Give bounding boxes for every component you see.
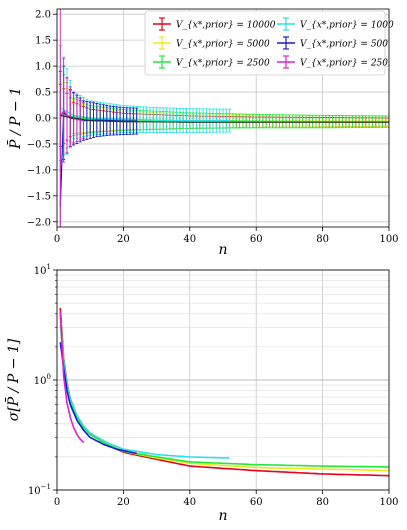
top-x-tick-label: 100 <box>379 234 398 245</box>
top-series <box>58 66 389 162</box>
bottom-series-line <box>59 324 230 459</box>
bottom-panel: 0 20 40 60 80 100 101 100 10−1 n σ[P̄ / P − 1] <box>4 263 398 524</box>
top-series <box>58 83 389 147</box>
top-series <box>58 76 389 150</box>
bottom-y-tick-label: 100 <box>34 373 51 387</box>
top-legend: V_{x*,prior} = 10000 V_{x*,prior} = 1000 V… <box>144 10 394 76</box>
top-x-tick-label: 20 <box>117 234 130 245</box>
top-series-group <box>58 9 389 227</box>
top-x-tick-label: 80 <box>316 234 329 245</box>
top-y-tick-label: −1.5 <box>27 191 51 202</box>
bottom-y-tick-label: 101 <box>34 263 51 277</box>
top-y-axis-label: P̄ / P − 1 <box>6 87 24 150</box>
bottom-series-group <box>59 308 389 477</box>
legend-box <box>144 10 386 76</box>
bottom-x-tick-label: 100 <box>379 497 398 508</box>
bottom-y-tick-label: 10−1 <box>28 483 51 497</box>
bottom-series-line <box>59 316 389 468</box>
top-series-line <box>59 111 137 207</box>
top-y-tick-label: 2.0 <box>35 10 51 21</box>
top-y-tick-label: 1.5 <box>35 36 51 47</box>
top-panel: 0 20 40 60 80 100 −2.0 −1.5 −1.0 −0.5 0.0 0.5 1.0 1.… <box>6 8 399 258</box>
legend-label: V_{x*,prior} = 500 <box>300 40 388 50</box>
bottom-y-axis-label: σ[P̄ / P − 1] <box>4 338 22 421</box>
bottom-x-tick-label: 80 <box>316 497 329 508</box>
top-y-tick-label: 0.5 <box>35 88 51 99</box>
bottom-x-tick-label: 60 <box>250 497 263 508</box>
bottom-x-axis-label: n <box>218 508 227 524</box>
bottom-x-tick-label: 40 <box>183 497 196 508</box>
legend-label: V_{x*,prior} = 5000 <box>176 40 270 50</box>
bottom-x-ticks: 0 20 40 60 80 100 <box>54 490 399 508</box>
top-y-tick-label: −1.0 <box>27 165 51 176</box>
top-x-tick-label: 0 <box>54 234 60 245</box>
bottom-series-line <box>59 342 137 455</box>
top-y-tick-label: −2.0 <box>27 217 51 228</box>
legend-label: V_{x*,prior} = 10000 <box>176 21 276 31</box>
top-y-tick-label: 0.0 <box>35 114 51 125</box>
bottom-x-tick-label: 20 <box>117 497 130 508</box>
bottom-gridlines <box>56 269 390 491</box>
legend-label: V_{x*,prior} = 1000 <box>300 21 394 31</box>
top-y-tick-label: −0.5 <box>27 139 51 150</box>
top-y-tick-label: 1.0 <box>35 62 51 73</box>
top-mean-line <box>60 114 389 123</box>
top-y-ticks: −2.0 −1.5 −1.0 −0.5 0.0 0.5 1.0 1.5 2.0 <box>27 10 57 228</box>
top-x-axis-label: n <box>218 242 227 258</box>
bottom-series-line <box>59 308 389 477</box>
top-series-line <box>59 107 230 122</box>
top-x-tick-label: 40 <box>183 234 196 245</box>
top-x-tick-label: 60 <box>250 234 263 245</box>
bottom-x-tick-label: 0 <box>54 497 60 508</box>
legend-label: V_{x*,prior} = 2500 <box>176 59 270 69</box>
top-x-ticks: 0 20 40 60 80 100 <box>54 227 399 245</box>
bottom-y-ticks: 101 100 10−1 <box>28 263 57 497</box>
bottom-series-line <box>59 311 85 444</box>
legend-label: V_{x*,prior} = 250 <box>300 59 388 69</box>
